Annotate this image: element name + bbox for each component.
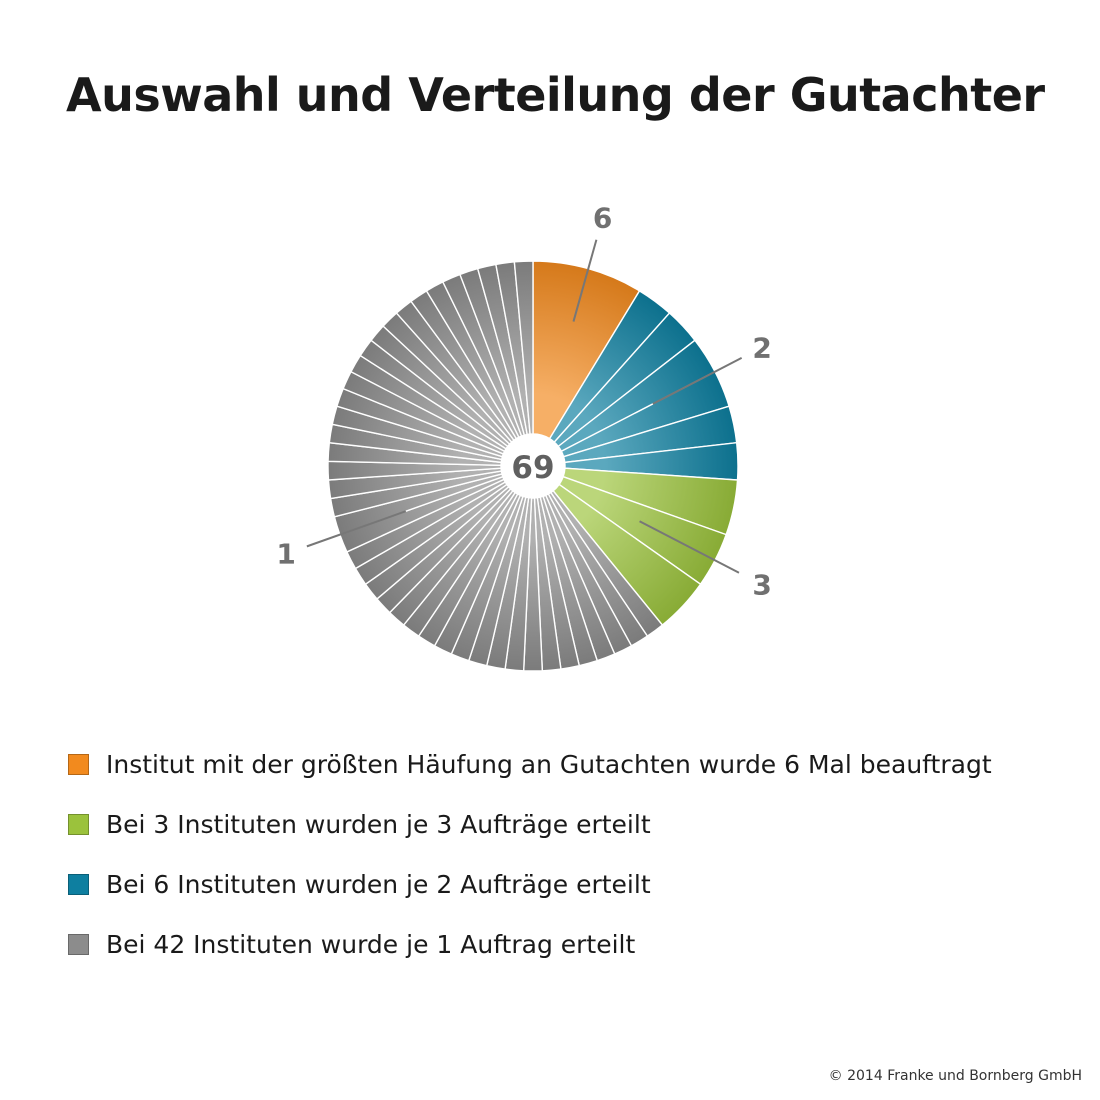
- pie-slices: [327, 260, 739, 672]
- legend-swatch: [68, 933, 89, 955]
- copyright-notice: © 2014 Franke und Bornberg GmbH: [828, 1068, 1082, 1084]
- legend-swatch: [68, 873, 89, 895]
- data-label: 3: [752, 569, 771, 602]
- legend-item-orange: Institut mit der größten Häufung an Guta…: [68, 744, 992, 784]
- center-hole: [501, 434, 565, 498]
- data-label: 2: [752, 331, 771, 364]
- legend-label: Bei 6 Instituten wurden je 2 Aufträge er…: [106, 869, 651, 899]
- legend-item-gray: Bei 42 Instituten wurde je 1 Auftrag ert…: [68, 924, 992, 964]
- data-labels: 6 2 3 1: [276, 202, 771, 602]
- legend-label: Bei 3 Instituten wurden je 3 Aufträge er…: [106, 809, 651, 839]
- pie-center: 69: [501, 434, 565, 498]
- legend-swatch: [68, 753, 89, 775]
- leader-line: [652, 356, 743, 405]
- legend-item-blue: Bei 6 Instituten wurden je 2 Aufträge er…: [68, 864, 992, 904]
- leader-line: [306, 510, 407, 548]
- pie-chart: 6 2 3 1 69: [276, 202, 772, 672]
- leader-line: [639, 520, 740, 574]
- leader-line: [572, 239, 598, 322]
- chart-title: Auswahl und Verteilung der Gutachter: [66, 68, 1045, 122]
- legend-item-green: Bei 3 Instituten wurden je 3 Aufträge er…: [68, 804, 992, 844]
- legend: Institut mit der größten Häufung an Guta…: [68, 744, 992, 984]
- legend-swatch: [68, 813, 89, 835]
- leader-lines: [306, 239, 743, 574]
- data-label: 1: [276, 538, 295, 571]
- center-total-label: 69: [511, 450, 554, 486]
- legend-label: Institut mit der größten Häufung an Guta…: [106, 749, 992, 779]
- data-label: 6: [593, 202, 612, 235]
- legend-label: Bei 42 Instituten wurde je 1 Auftrag ert…: [106, 929, 636, 959]
